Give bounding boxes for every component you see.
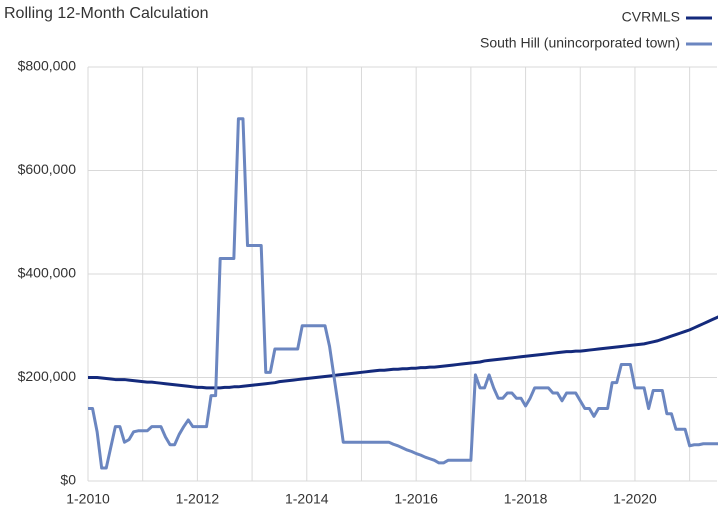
x-tick-label: 1-2016 — [394, 491, 438, 507]
y-tick-label: $0 — [60, 472, 76, 488]
chart-title: Rolling 12-Month Calculation — [4, 5, 209, 22]
legend-label: CVRMLS — [622, 9, 680, 25]
x-tick-label: 1-2014 — [285, 491, 329, 507]
y-tick-label: $400,000 — [18, 265, 77, 281]
y-tick-label: $800,000 — [18, 58, 77, 74]
series-line — [88, 315, 718, 390]
x-tick-label: 1-2018 — [504, 491, 548, 507]
y-tick-label: $600,000 — [18, 161, 77, 177]
series-line — [88, 117, 718, 470]
x-tick-label: 1-2020 — [613, 491, 657, 507]
legend-label: South Hill (unincorporated town) — [480, 35, 680, 51]
y-tick-label: $200,000 — [18, 368, 77, 384]
x-tick-label: 1-2012 — [176, 491, 220, 507]
x-tick-label: 1-2010 — [66, 491, 110, 507]
